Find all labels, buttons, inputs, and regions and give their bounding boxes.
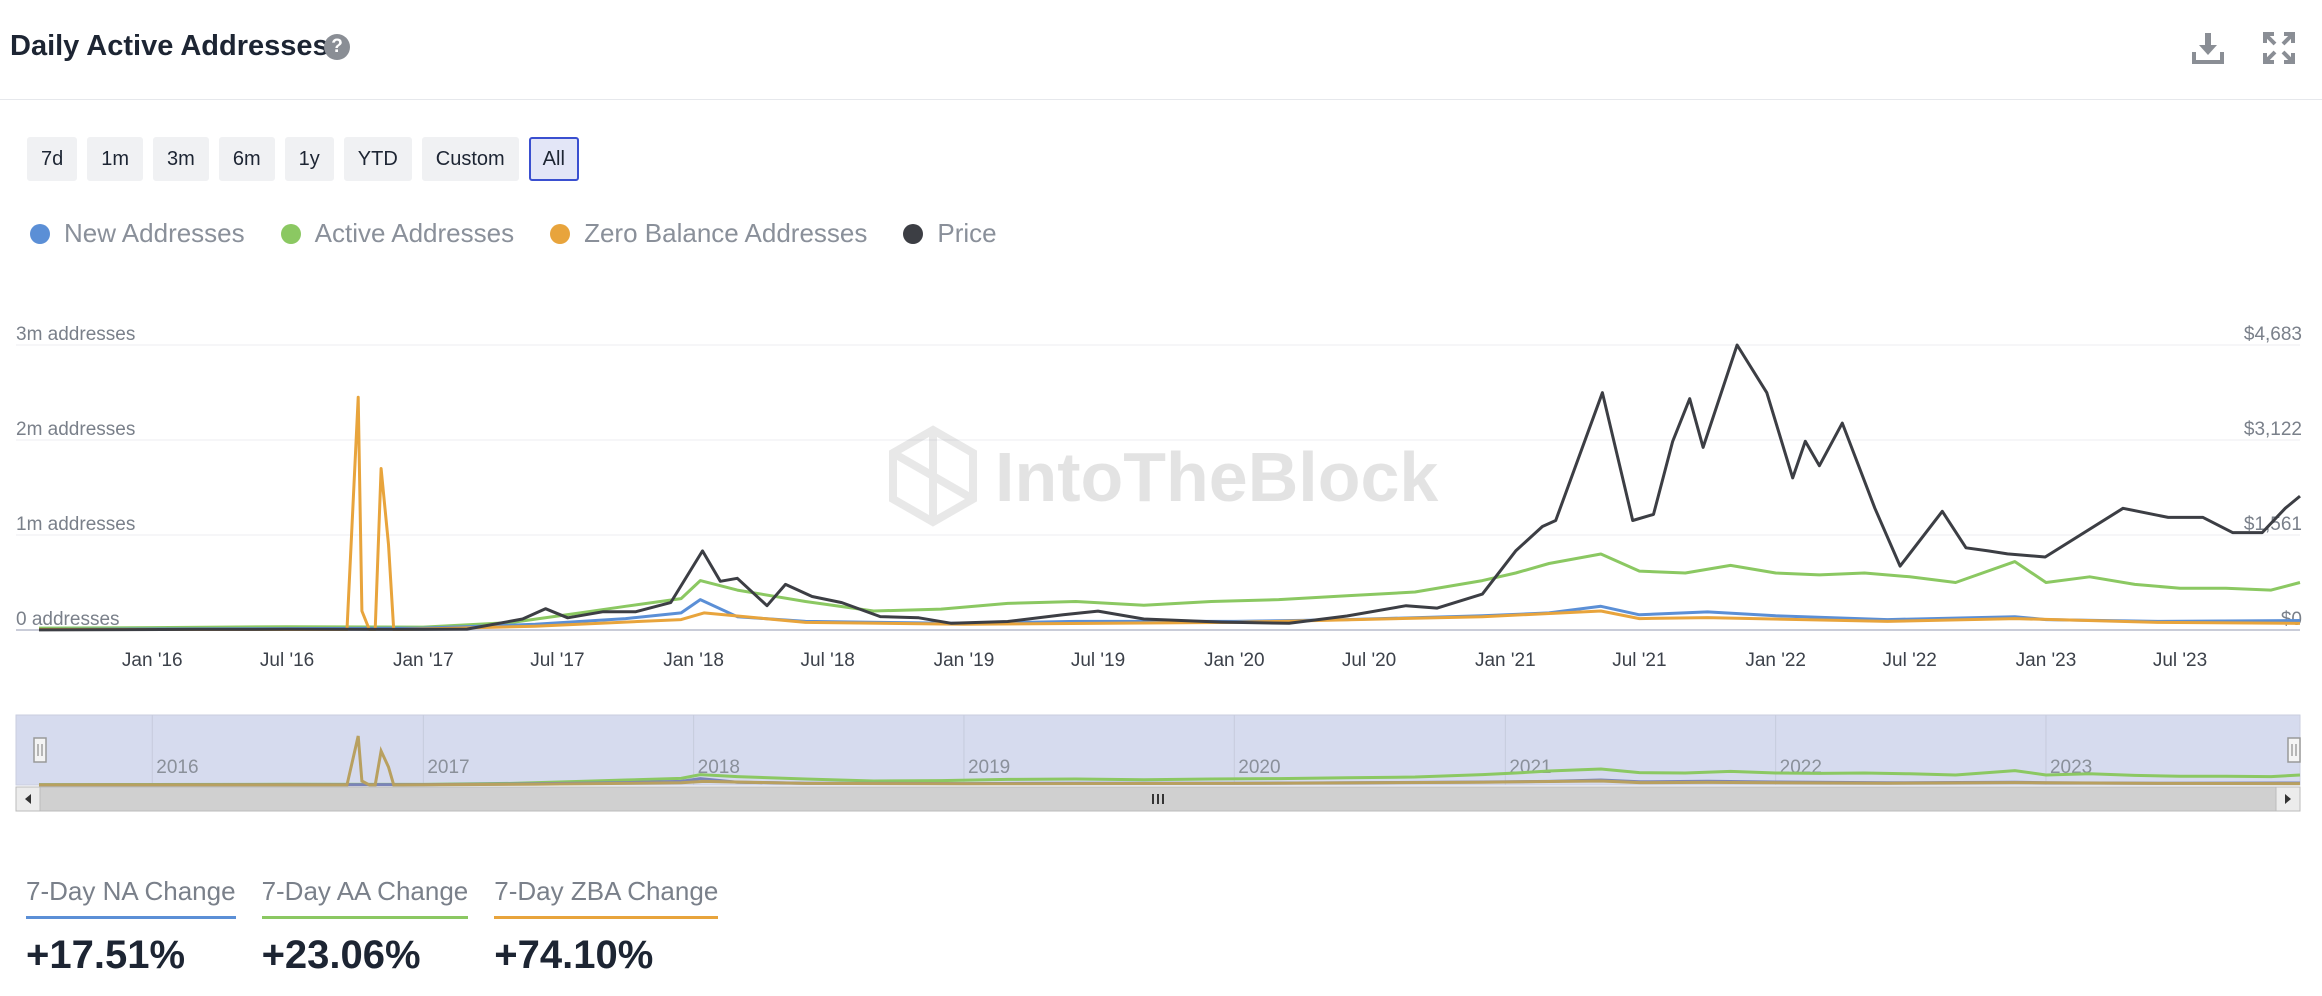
time-range-selector: 7d 1m 3m 6m 1y YTD Custom All: [27, 137, 579, 181]
navigator-series-line: [39, 735, 2301, 787]
x-tick-label: Jul '19: [1071, 650, 1125, 671]
range-button-1y[interactable]: 1y: [284, 137, 334, 181]
stat-card: 7-Day AA Change +23.06%: [261, 872, 469, 978]
watermark-text: IntoTheBlock: [995, 438, 1438, 516]
y-tick-label-left: 2m addresses: [16, 419, 135, 440]
watermark-logo-icon: [889, 425, 977, 527]
navigator-year-label: 2019: [968, 757, 1010, 778]
question-circle-icon[interactable]: ?: [324, 34, 350, 60]
legend-label: Active Addresses: [314, 218, 515, 248]
range-button-3m[interactable]: 3m: [153, 137, 209, 181]
navigator-handle[interactable]: [2287, 737, 2301, 763]
x-tick-label: Jan '18: [663, 650, 724, 671]
navigator-year-label: 2020: [1238, 757, 1280, 778]
series-line-active-addresses: [38, 552, 2301, 630]
watermark-logo-icon: [891, 449, 975, 503]
y-tick-label-left: 0 addresses: [16, 609, 120, 630]
legend-item[interactable]: Price: [903, 218, 997, 249]
navigator-year-label: 2021: [1509, 757, 1551, 778]
x-tick-label: Jul '18: [801, 650, 855, 671]
legend-label: New Addresses: [64, 218, 245, 248]
x-tick-label: Jan '20: [1204, 650, 1265, 671]
scroll-left-arrow-icon: [25, 794, 31, 804]
navigator-series-line: [38, 767, 2301, 787]
range-button-all[interactable]: All: [528, 137, 579, 181]
legend-label: Price: [937, 218, 997, 248]
series-line-zero-balance-addresses: [39, 395, 2301, 631]
x-tick-label: Jul '20: [1342, 650, 1396, 671]
y-tick-label-left: 3m addresses: [16, 324, 135, 345]
x-tick-label: Jan '21: [1475, 650, 1536, 671]
navigator-year-label: 2016: [156, 757, 198, 778]
legend-item[interactable]: Zero Balance Addresses: [550, 218, 867, 249]
legend-dot-icon: [280, 223, 301, 244]
scroll-right-arrow-icon: [2285, 794, 2291, 804]
x-tick-label: Jan '22: [1745, 650, 1806, 671]
y-tick-label-left: 1m addresses: [16, 514, 135, 535]
x-tick-label: Jan '19: [934, 650, 995, 671]
range-button-6m[interactable]: 6m: [218, 137, 275, 181]
x-tick-label: Jul '22: [1883, 650, 1937, 671]
x-tick-label: Jan '16: [122, 650, 183, 671]
chart-legend: New Addresses Active Addresses Zero Balanc…: [30, 218, 997, 249]
range-button-custom[interactable]: Custom: [421, 137, 519, 181]
navigator-year-label: 2018: [698, 757, 740, 778]
y-tick-label-right: $1,561: [2244, 514, 2302, 535]
series-line-price: [38, 343, 2301, 632]
x-tick-label: Jul '21: [1612, 650, 1666, 671]
legend-dot-icon: [30, 223, 50, 244]
legend-label: Zero Balance Addresses: [584, 218, 868, 248]
x-tick-label: Jul '17: [530, 650, 584, 671]
legend-dot-icon: [550, 223, 571, 244]
chart-title: Daily Active Addresses: [10, 30, 329, 62]
download-icon[interactable]: [2190, 30, 2226, 66]
navigator-handle[interactable]: [33, 737, 47, 763]
chart-header: Daily Active Addresses ?: [0, 0, 2322, 100]
legend-item[interactable]: New Addresses: [30, 218, 245, 249]
x-tick-label: Jul '23: [2153, 650, 2207, 671]
y-tick-label-right: $4,683: [2244, 324, 2302, 345]
stat-value: +23.06%: [261, 933, 421, 977]
stat-label: 7-Day NA Change: [26, 872, 236, 919]
x-tick-label: Jan '23: [2016, 650, 2077, 671]
fullscreen-icon[interactable]: [2261, 30, 2297, 66]
range-button-1m[interactable]: 1m: [87, 137, 144, 181]
x-tick-label: Jan '17: [393, 650, 454, 671]
x-tick-label: Jul '16: [260, 650, 314, 671]
stat-card: 7-Day ZBA Change +74.10%: [494, 872, 719, 978]
stat-value: +74.10%: [494, 933, 654, 977]
stats-row: 7-Day NA Change +17.51% 7-Day AA Change +23…: [26, 872, 719, 978]
legend-item[interactable]: Active Addresses: [280, 218, 515, 249]
stat-card: 7-Day NA Change +17.51%: [26, 872, 236, 978]
y-tick-label-right: $3,122: [2244, 419, 2302, 440]
stat-value: +17.51%: [26, 933, 186, 977]
stat-label: 7-Day AA Change: [261, 872, 469, 919]
range-button-ytd[interactable]: YTD: [343, 137, 412, 181]
legend-dot-icon: [903, 223, 924, 244]
stat-label: 7-Day ZBA Change: [494, 872, 719, 919]
watermark-logo: IntoTheBlock: [889, 425, 1438, 527]
range-button-7d[interactable]: 7d: [27, 137, 78, 181]
navigator-year-label: 2017: [427, 757, 469, 778]
